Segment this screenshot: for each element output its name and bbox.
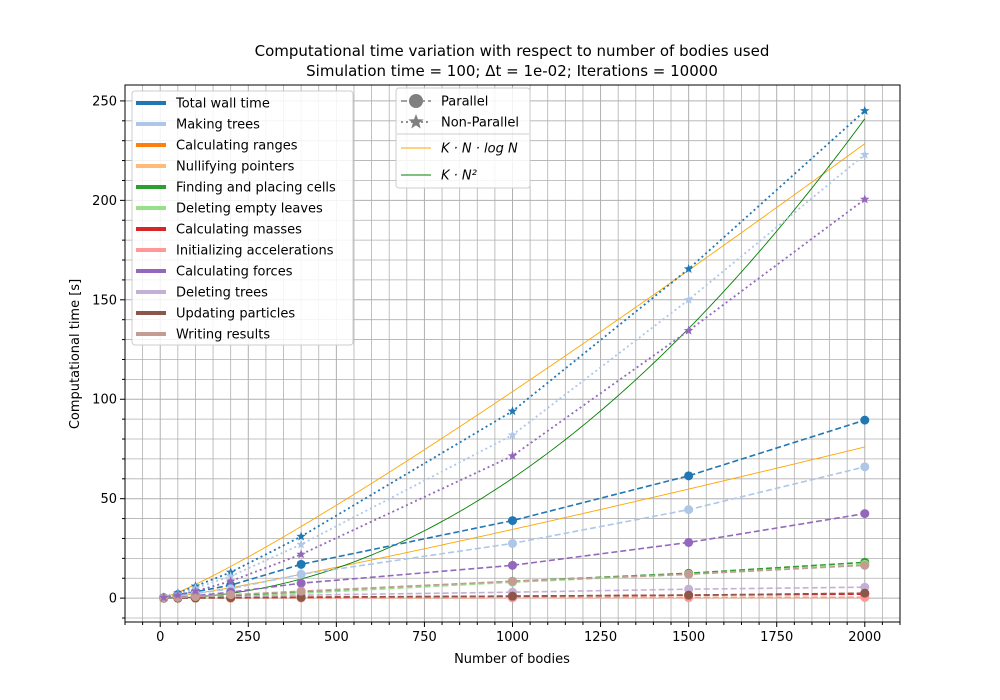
legend-label: Making trees: [176, 118, 260, 133]
x-tick-label: 500: [324, 630, 349, 645]
y-tick-label: 0: [109, 592, 117, 607]
parallel-point: [860, 416, 869, 425]
parallel-point: [508, 561, 517, 570]
x-tick-label: 1500: [672, 630, 705, 645]
chart-title-line2: Simulation time = 100; Δt = 1e-02; Itera…: [306, 62, 718, 80]
x-tick-label: 0: [156, 630, 164, 645]
y-tick-label: 250: [92, 94, 117, 109]
parallel-point: [684, 505, 693, 514]
legend-marker: [409, 94, 423, 108]
parallel-point: [191, 592, 200, 601]
legend-label: Writing results: [176, 328, 270, 343]
y-tick-label: 100: [92, 393, 117, 408]
x-tick-label: 1750: [760, 630, 793, 645]
parallel-point: [508, 516, 517, 525]
y-tick-label: 150: [92, 293, 117, 308]
x-tick-label: 750: [412, 630, 437, 645]
x-tick-label: 1000: [496, 630, 529, 645]
parallel-point: [684, 538, 693, 547]
parallel-point: [860, 589, 869, 598]
legend-label: Calculating forces: [176, 265, 293, 280]
legend-modes: Parallel Non-Parallel K · N · log N K · N²: [396, 88, 530, 188]
legend-label: Total wall time: [175, 97, 270, 112]
legend-label: Deleting empty leaves: [176, 202, 323, 217]
x-tick-label: 250: [236, 630, 261, 645]
x-tick-label: 1250: [584, 630, 617, 645]
legend-components: Total wall time Making trees Calculating r…: [132, 91, 353, 345]
legend-label: K · N · log N: [441, 142, 518, 157]
legend-label: K · N²: [441, 169, 477, 184]
legend-label: Non-Parallel: [441, 116, 519, 131]
parallel-point: [297, 560, 306, 569]
parallel-point: [508, 592, 517, 601]
parallel-point: [860, 509, 869, 518]
legend-label: Calculating masses: [176, 223, 302, 238]
parallel-point: [508, 539, 517, 548]
legend-label: Calculating ranges: [176, 139, 298, 154]
parallel-point: [860, 462, 869, 471]
legend-label: Deleting trees: [176, 286, 268, 301]
parallel-point: [684, 570, 693, 579]
legend-label: Initializing accelerations: [176, 244, 334, 259]
parallel-point: [684, 471, 693, 480]
legend-label: Parallel: [441, 95, 488, 110]
y-tick-label: 50: [100, 492, 117, 507]
x-axis-label: Number of bodies: [454, 652, 570, 667]
legend-label: Nullifying pointers: [176, 160, 295, 175]
parallel-point: [297, 587, 306, 596]
legend-entry-parallel: Parallel: [401, 94, 488, 110]
legend-label: Finding and placing cells: [176, 181, 336, 196]
x-tick-label: 2000: [848, 630, 881, 645]
legend-label: Updating particles: [176, 307, 295, 322]
y-tick-label: 200: [92, 194, 117, 209]
chart-title-line1: Computational time variation with respec…: [255, 42, 770, 60]
parallel-point: [860, 561, 869, 570]
parallel-point: [226, 590, 235, 599]
parallel-point: [297, 570, 306, 579]
y-axis-label: Computational time [s]: [68, 279, 83, 429]
parallel-point: [508, 577, 517, 586]
parallel-point: [297, 579, 306, 588]
parallel-point: [684, 591, 693, 600]
